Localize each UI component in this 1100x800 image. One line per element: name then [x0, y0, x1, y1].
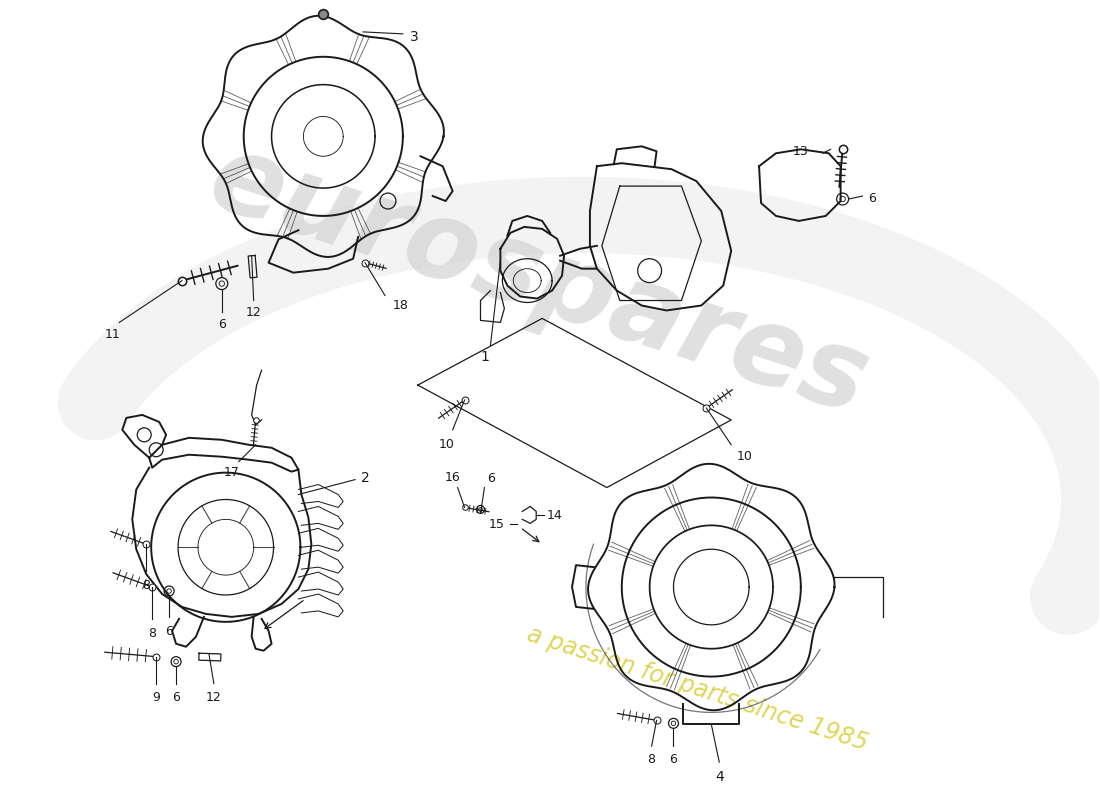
Text: 4: 4 — [715, 770, 724, 784]
Text: 2: 2 — [361, 470, 370, 485]
Text: 8: 8 — [142, 579, 151, 592]
Text: 10: 10 — [736, 450, 752, 462]
Text: 1: 1 — [480, 350, 488, 364]
Text: 12: 12 — [206, 690, 222, 703]
Text: 18: 18 — [393, 298, 409, 311]
Text: 6: 6 — [172, 690, 180, 703]
Text: 16: 16 — [444, 470, 461, 483]
Text: 6: 6 — [869, 191, 877, 205]
Text: 12: 12 — [245, 306, 262, 319]
Text: 9: 9 — [152, 690, 161, 703]
Text: 8: 8 — [648, 753, 656, 766]
Text: 11: 11 — [104, 328, 120, 342]
Text: 8: 8 — [148, 627, 156, 640]
Text: 3: 3 — [410, 30, 419, 44]
Text: 10: 10 — [439, 438, 454, 451]
Text: 15: 15 — [488, 518, 505, 531]
Text: 6: 6 — [218, 318, 226, 331]
Text: 6: 6 — [487, 471, 495, 485]
Text: eurospares: eurospares — [196, 124, 880, 437]
Text: 14: 14 — [547, 509, 563, 522]
Text: 6: 6 — [165, 625, 173, 638]
Text: 17: 17 — [223, 466, 240, 478]
Text: a passion for parts since 1985: a passion for parts since 1985 — [524, 622, 870, 755]
Text: 6: 6 — [670, 753, 678, 766]
Text: 13: 13 — [793, 145, 808, 158]
